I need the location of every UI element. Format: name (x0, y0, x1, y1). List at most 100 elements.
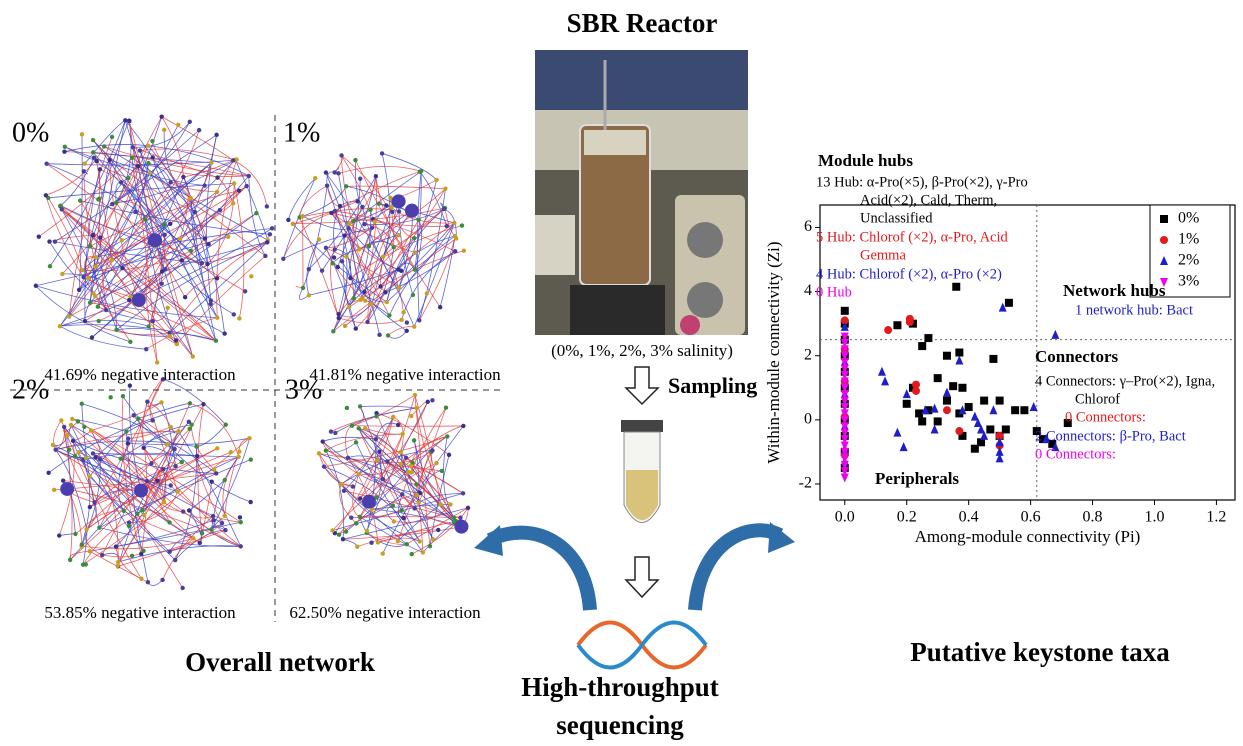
point (903, 400, 911, 408)
node (239, 544, 243, 548)
node (141, 446, 145, 450)
node (237, 188, 241, 192)
node (239, 520, 243, 524)
point (881, 376, 889, 385)
node (317, 237, 321, 241)
node (135, 511, 139, 515)
node (91, 233, 95, 237)
node (325, 183, 329, 187)
point (841, 307, 849, 315)
reactor-title: SBR Reactor (567, 8, 718, 38)
node (401, 516, 405, 520)
node (136, 416, 140, 420)
point (980, 397, 988, 405)
point (931, 424, 939, 433)
node (389, 205, 393, 209)
node (324, 448, 328, 452)
hub-node (362, 495, 376, 509)
node (97, 525, 101, 529)
node (162, 500, 166, 504)
node (124, 429, 128, 433)
node (169, 425, 173, 429)
node (139, 577, 143, 581)
node (189, 249, 193, 253)
point (884, 326, 892, 334)
hub-node (392, 194, 406, 208)
edge (72, 419, 126, 431)
node (194, 444, 198, 448)
node (80, 268, 84, 272)
node (130, 156, 134, 160)
node (236, 455, 240, 459)
node (399, 508, 403, 512)
node (373, 220, 377, 224)
node (104, 308, 108, 312)
point (952, 283, 960, 291)
node (97, 319, 101, 323)
legend-label: 2% (1178, 252, 1199, 269)
point (949, 382, 957, 390)
node (413, 393, 417, 397)
node (200, 261, 204, 265)
point (943, 406, 951, 414)
annotation: Module hubs (818, 151, 913, 170)
node (231, 201, 235, 205)
node (333, 431, 337, 435)
node (181, 175, 185, 179)
node (410, 552, 414, 556)
node (91, 451, 95, 455)
x-tick-label: 0.4 (959, 509, 979, 526)
node (321, 439, 325, 443)
node (84, 527, 88, 531)
point (934, 417, 942, 425)
edge (388, 331, 407, 338)
node (100, 553, 104, 557)
node (92, 500, 96, 504)
annotation: 1 network hub: Bact (1075, 302, 1193, 318)
node (405, 542, 409, 546)
node (452, 221, 456, 225)
legend-label: 3% (1178, 273, 1199, 290)
node (165, 442, 169, 446)
node (201, 402, 205, 406)
node (73, 454, 77, 458)
node (214, 339, 218, 343)
annotation: 4 Connectors: γ–Pro(×2), Igna, (1035, 373, 1215, 389)
node (136, 164, 140, 168)
node (353, 158, 357, 162)
x-axis-label: Among-module connectivity (Pi) (915, 527, 1141, 546)
edge (440, 236, 455, 307)
node (377, 333, 381, 337)
x-tick-label: 1.2 (1206, 509, 1226, 526)
node (180, 460, 184, 464)
node (63, 145, 67, 149)
edge (163, 379, 226, 424)
node (347, 222, 351, 226)
node (399, 269, 403, 273)
point (943, 397, 951, 405)
node (159, 114, 163, 118)
node (363, 426, 367, 430)
node (412, 236, 416, 240)
node (358, 177, 362, 181)
node (88, 505, 92, 509)
node (173, 464, 177, 468)
node (445, 224, 449, 228)
node (377, 449, 381, 453)
node (409, 414, 413, 418)
node (114, 544, 118, 548)
node (381, 477, 385, 481)
node (438, 305, 442, 309)
edge (388, 327, 414, 336)
edge (234, 183, 244, 318)
node (159, 282, 163, 286)
annotation: 0 Connectors: (1035, 446, 1116, 462)
node (391, 415, 395, 419)
point (918, 342, 926, 350)
node (90, 335, 94, 339)
point (971, 445, 979, 453)
edge (177, 256, 266, 344)
node (417, 318, 421, 322)
node (127, 298, 131, 302)
node (411, 293, 415, 297)
